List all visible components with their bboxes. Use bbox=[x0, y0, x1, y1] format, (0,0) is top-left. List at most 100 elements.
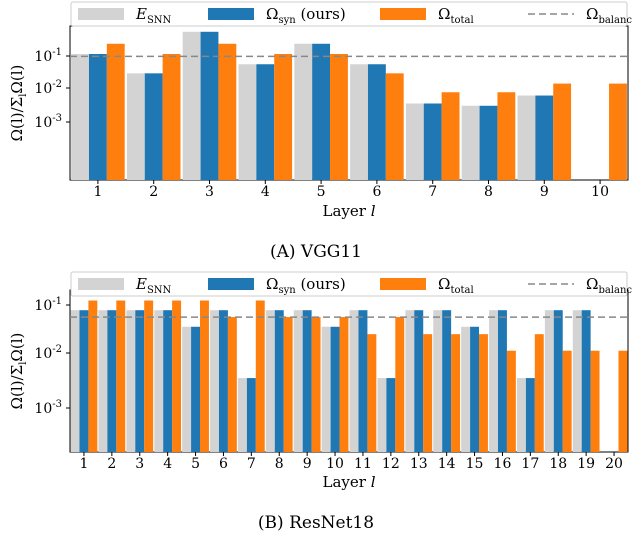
x-tick-label: 16 bbox=[494, 456, 512, 472]
x-tick-label: 6 bbox=[219, 456, 228, 472]
bar-omega-syn-layer-3 bbox=[200, 31, 219, 180]
y-axis-label: Ω(l)/ΣlΩ(l) bbox=[8, 65, 29, 142]
x-tick-label: 9 bbox=[540, 184, 549, 200]
x-tick-label: 8 bbox=[484, 184, 493, 200]
bar-omega-total-layer-9 bbox=[553, 83, 572, 180]
bar-omega-syn-layer-2 bbox=[107, 310, 117, 452]
x-tick-label: 3 bbox=[135, 456, 144, 472]
bar-e-snn-layer-6 bbox=[350, 64, 368, 180]
x-tick-label: 15 bbox=[466, 456, 484, 472]
bar-e-snn-layer-8 bbox=[265, 310, 275, 452]
bar-omega-total-layer-14 bbox=[451, 334, 461, 452]
x-tick-label: 4 bbox=[163, 456, 172, 472]
x-tick-label: 8 bbox=[275, 456, 284, 472]
bar-omega-syn-layer-10 bbox=[330, 326, 340, 452]
y-tick-label: 10-1 bbox=[34, 47, 62, 65]
bar-omega-syn-layer-8 bbox=[274, 310, 284, 452]
bar-e-snn-layer-1 bbox=[70, 310, 80, 452]
bar-omega-syn-layer-6 bbox=[218, 310, 228, 452]
bar-omega-total-layer-6 bbox=[227, 317, 237, 452]
bar-omega-syn-layer-1 bbox=[88, 54, 107, 180]
bar-omega-syn-layer-1 bbox=[79, 310, 89, 452]
plot-frame bbox=[69, 289, 629, 453]
bar-e-snn-layer-5 bbox=[182, 326, 192, 452]
bar-e-snn-layer-7 bbox=[237, 378, 247, 452]
x-tick-label: 13 bbox=[410, 456, 428, 472]
bar-e-snn-layer-12 bbox=[377, 378, 387, 452]
bar-omega-total-layer-2 bbox=[162, 54, 181, 180]
bar-omega-total-layer-4 bbox=[172, 300, 182, 452]
bar-omega-syn-layer-16 bbox=[497, 310, 507, 452]
bar-omega-syn-layer-12 bbox=[386, 378, 396, 452]
bar-omega-syn-layer-19 bbox=[581, 310, 591, 452]
panel-vgg11: 1 2 3 4 5 6 7 8 9 10 10-3 10-2 10-1 Ω(l)/ΣlΩ(l) Layer … bbox=[8, 1, 632, 262]
legend-swatch bbox=[78, 278, 124, 290]
bar-omega-syn-layer-4 bbox=[256, 64, 275, 180]
bar-omega-syn-layer-18 bbox=[553, 310, 563, 452]
x-axis-label: Layer l bbox=[322, 202, 375, 220]
bar-omega-syn-layer-2 bbox=[144, 73, 163, 180]
panel-caption: (A) VGG11 bbox=[270, 242, 362, 262]
bar-omega-total-layer-1 bbox=[88, 300, 98, 452]
bar-omega-syn-layer-7 bbox=[246, 378, 256, 452]
bar-omega-total-layer-15 bbox=[479, 334, 488, 452]
bar-omega-total-layer-9 bbox=[311, 317, 321, 452]
bar-omega-total-layer-5 bbox=[200, 300, 209, 452]
y-tick-label: 10-2 bbox=[34, 79, 62, 97]
bar-e-snn-layer-18 bbox=[544, 310, 554, 452]
x-tick-label: 12 bbox=[382, 456, 400, 472]
panel-caption: (B) ResNet18 bbox=[258, 513, 374, 533]
x-tick-label: 9 bbox=[303, 456, 312, 472]
bar-omega-total-layer-1 bbox=[106, 43, 125, 181]
bar-omega-syn-layer-15 bbox=[470, 326, 480, 452]
x-tick-label: 4 bbox=[261, 184, 270, 200]
bar-omega-syn-layer-3 bbox=[135, 310, 145, 452]
x-tick-label: 7 bbox=[428, 184, 437, 200]
bar-e-snn-layer-11 bbox=[349, 310, 359, 452]
bar-omega-total-layer-2 bbox=[116, 300, 126, 452]
bar-e-snn-layer-15 bbox=[461, 326, 471, 452]
bar-omega-total-layer-18 bbox=[562, 350, 572, 452]
bar-e-snn-layer-17 bbox=[516, 378, 526, 452]
legend-label: Ωbalance bbox=[586, 5, 632, 26]
x-tick-label: 10 bbox=[591, 184, 609, 200]
bar-omega-total-layer-20 bbox=[618, 350, 628, 452]
legend-swatch bbox=[380, 8, 426, 20]
bar-e-snn-layer-9 bbox=[517, 95, 536, 180]
bar-omega-syn-layer-17 bbox=[525, 378, 535, 452]
bar-omega-total-layer-16 bbox=[506, 350, 516, 452]
bar-omega-total-layer-11 bbox=[367, 334, 377, 452]
bar-omega-total-layer-19 bbox=[590, 350, 600, 452]
bar-e-snn-layer-3 bbox=[182, 31, 201, 180]
x-tick-label: 11 bbox=[354, 456, 372, 472]
y-tick-label: 10-3 bbox=[34, 399, 62, 417]
legend-swatch bbox=[380, 278, 426, 290]
bar-e-snn-layer-6 bbox=[210, 310, 219, 452]
bar-e-snn-layer-2 bbox=[126, 73, 145, 180]
bar-omega-syn-layer-14 bbox=[442, 310, 452, 452]
legend-label: ESNN bbox=[135, 5, 172, 26]
legend-label: Ωsyn (ours) bbox=[266, 275, 346, 296]
legend-label: Ωtotal bbox=[438, 5, 474, 26]
x-tick-label: 2 bbox=[107, 456, 116, 472]
bar-omega-total-layer-8 bbox=[497, 92, 516, 180]
x-axis-label: Layer l bbox=[322, 473, 375, 491]
panel-resnet18: 1 2 3 4 5 6 7 8 9 10 11 12 13 14 15 16 17 18 19 2010-310-21… bbox=[8, 271, 632, 533]
bar-e-snn-layer-13 bbox=[405, 310, 415, 452]
bar-omega-total-layer-10 bbox=[339, 317, 349, 452]
bar-e-snn-layer-1 bbox=[71, 54, 89, 180]
bar-omega-total-layer-10 bbox=[609, 83, 627, 180]
bar-e-snn-layer-4 bbox=[154, 310, 164, 452]
legend-label: Ωsyn (ours) bbox=[266, 5, 346, 26]
x-tick-label: 5 bbox=[191, 456, 200, 472]
bar-omega-syn-layer-9 bbox=[302, 310, 312, 452]
x-tick-label: 6 bbox=[372, 184, 381, 200]
bar-omega-total-layer-17 bbox=[534, 334, 544, 452]
bar-omega-syn-layer-7 bbox=[423, 103, 442, 180]
bar-omega-total-layer-6 bbox=[385, 73, 404, 180]
bar-omega-syn-layer-4 bbox=[163, 310, 173, 452]
x-tick-label: 1 bbox=[93, 184, 102, 200]
x-tick-label: 10 bbox=[326, 456, 344, 472]
bar-omega-total-layer-7 bbox=[441, 92, 460, 180]
